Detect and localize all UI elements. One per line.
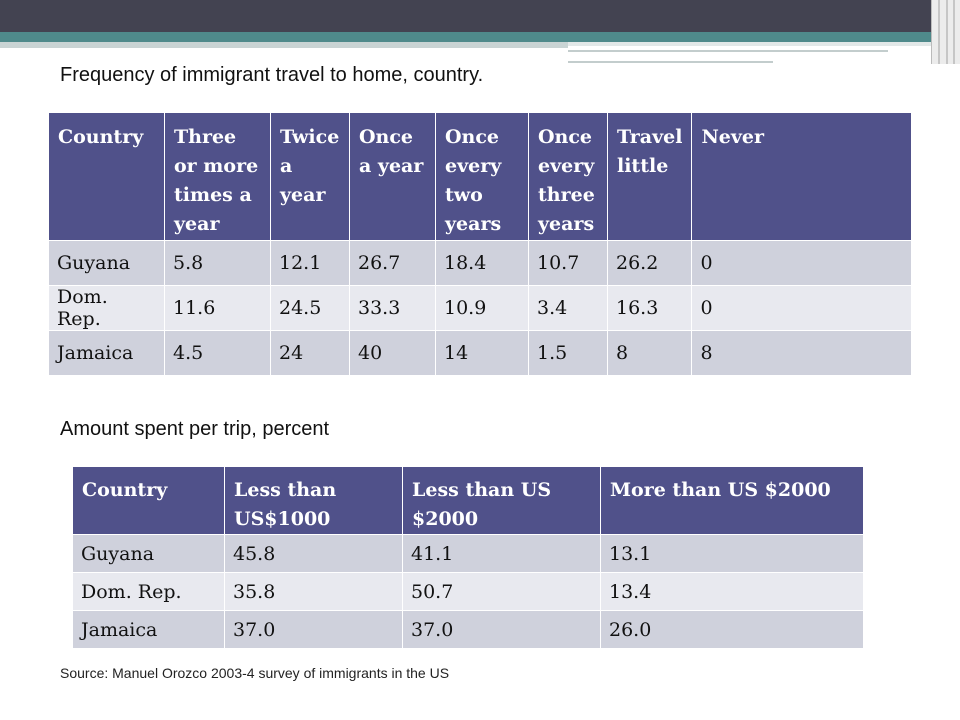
table-header-row: Country Less than US$1000 Less than US $… bbox=[72, 466, 864, 535]
table-row: Jamaica 37.0 37.0 26.0 bbox=[72, 610, 864, 649]
value-cell: 10.9 bbox=[435, 285, 529, 331]
value-cell: 11.6 bbox=[164, 285, 271, 331]
value-cell: 8 bbox=[691, 330, 912, 376]
value-cell: 33.3 bbox=[349, 285, 436, 331]
value-cell: 8 bbox=[606, 330, 693, 376]
corner-line bbox=[938, 0, 940, 64]
corner-line bbox=[946, 0, 948, 64]
column-header: Once a year bbox=[349, 112, 436, 241]
value-cell: 13.1 bbox=[600, 534, 864, 573]
country-cell: Guyana bbox=[72, 534, 225, 573]
value-cell: 24 bbox=[270, 330, 350, 376]
travel-frequency-table: Country Three or more times a year Twice… bbox=[48, 112, 912, 376]
value-cell: 5.8 bbox=[164, 240, 271, 286]
column-header: Country bbox=[48, 112, 165, 241]
value-cell: 26.2 bbox=[606, 240, 693, 286]
slide-top-bar bbox=[0, 0, 960, 32]
value-cell: 37.0 bbox=[224, 610, 403, 649]
decorative-strip bbox=[568, 61, 773, 63]
value-cell: 13.4 bbox=[600, 572, 864, 611]
country-cell: Guyana bbox=[48, 240, 165, 286]
decorative-strip bbox=[568, 50, 888, 52]
value-cell: 35.8 bbox=[224, 572, 403, 611]
source-note: Source: Manuel Orozco 2003-4 survey of i… bbox=[60, 665, 450, 681]
value-cell: 41.1 bbox=[402, 534, 601, 573]
column-header: More than US $2000 bbox=[600, 466, 864, 535]
country-cell: Jamaica bbox=[72, 610, 225, 649]
value-cell: 14 bbox=[435, 330, 529, 376]
column-header: Three or more times a year bbox=[164, 112, 271, 241]
amount-spent-table: Country Less than US$1000 Less than US $… bbox=[72, 466, 864, 649]
value-cell: 10.7 bbox=[528, 240, 608, 286]
column-header: Once every three years bbox=[528, 112, 608, 241]
table-row: Jamaica 4.5 24 40 14 1.5 8 8 bbox=[48, 330, 912, 376]
value-cell: 3.4 bbox=[528, 285, 608, 331]
value-cell: 0 bbox=[691, 285, 912, 331]
value-cell: 1.5 bbox=[528, 330, 608, 376]
value-cell: 40 bbox=[349, 330, 436, 376]
decorative-strip bbox=[0, 42, 568, 48]
value-cell: 37.0 bbox=[402, 610, 601, 649]
column-header: Once every two years bbox=[435, 112, 529, 241]
amount-spent-title: Amount spent per trip, percent bbox=[60, 418, 330, 440]
column-header: Less than US$1000 bbox=[224, 466, 403, 535]
table-row: Dom. Rep. 35.8 50.7 13.4 bbox=[72, 572, 864, 611]
country-cell: Dom. Rep. bbox=[48, 285, 165, 331]
value-cell: 16.3 bbox=[606, 285, 693, 331]
column-header: Less than US $2000 bbox=[402, 466, 601, 535]
column-header: Twice a year bbox=[270, 112, 350, 241]
value-cell: 0 bbox=[691, 240, 912, 286]
column-header: Country bbox=[72, 466, 225, 535]
value-cell: 12.1 bbox=[270, 240, 350, 286]
value-cell: 26.0 bbox=[600, 610, 864, 649]
value-cell: 50.7 bbox=[402, 572, 601, 611]
value-cell: 18.4 bbox=[435, 240, 529, 286]
value-cell: 24.5 bbox=[270, 285, 350, 331]
decorative-strip bbox=[568, 42, 960, 46]
table-row: Guyana 45.8 41.1 13.1 bbox=[72, 534, 864, 573]
table-row: Guyana 5.8 12.1 26.7 18.4 10.7 26.2 0 bbox=[48, 240, 912, 286]
value-cell: 45.8 bbox=[224, 534, 403, 573]
slide-corner-ornament bbox=[931, 0, 960, 64]
corner-line bbox=[953, 0, 955, 64]
travel-frequency-title: Frequency of immigrant travel to home, c… bbox=[60, 64, 484, 86]
value-cell: 4.5 bbox=[164, 330, 271, 376]
slide-accent-band bbox=[0, 32, 960, 42]
column-header: Travel little bbox=[606, 112, 693, 241]
table-header-row: Country Three or more times a year Twice… bbox=[48, 112, 912, 241]
country-cell: Dom. Rep. bbox=[72, 572, 225, 611]
column-header: Never bbox=[691, 112, 912, 241]
table-row: Dom. Rep. 11.6 24.5 33.3 10.9 3.4 16.3 0 bbox=[48, 285, 912, 331]
value-cell: 26.7 bbox=[349, 240, 436, 286]
country-cell: Jamaica bbox=[48, 330, 165, 376]
